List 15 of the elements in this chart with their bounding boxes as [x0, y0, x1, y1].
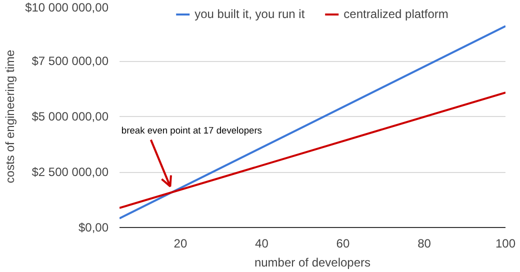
x-tick-label: 20: [174, 236, 188, 250]
x-tick-label: 60: [336, 236, 350, 250]
y-tick-label: $10 000 000,00: [25, 0, 109, 14]
y-axis-title: costs of engineering time: [3, 49, 18, 184]
x-axis-title: number of developers: [254, 256, 371, 270]
x-tick-label: 100: [495, 236, 516, 250]
y-tick-label: $0,00: [78, 220, 109, 234]
x-tick-label: 80: [418, 236, 432, 250]
y-tick-label: $5 000 000,00: [32, 110, 109, 124]
y-tick-label: $2 500 000,00: [32, 165, 109, 179]
annotation: break even point at 17 developers: [121, 125, 262, 136]
legend-label: you built it, you run it: [194, 7, 305, 21]
x-tick-label: 40: [255, 236, 269, 250]
legend-label: centralized platform: [344, 7, 448, 21]
y-tick-label: $7 500 000,00: [32, 54, 109, 68]
